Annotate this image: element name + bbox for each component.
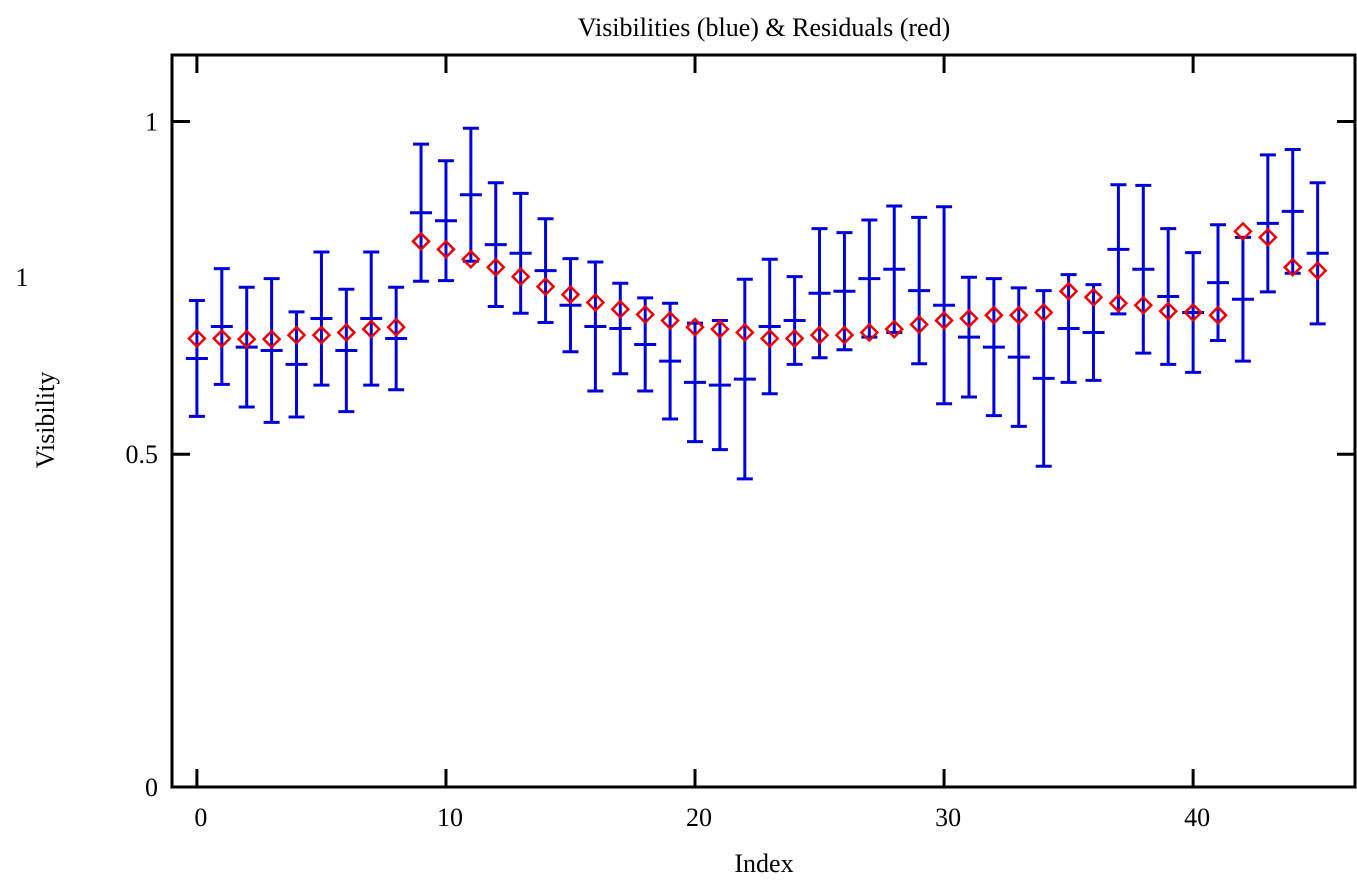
model-marker xyxy=(187,328,207,349)
model-marker xyxy=(859,322,880,343)
model-marker xyxy=(461,249,481,270)
y-axis-label-extra: 1 xyxy=(16,263,29,292)
model-marker xyxy=(1183,302,1203,323)
model-marker xyxy=(585,292,606,313)
model-marker xyxy=(610,299,631,319)
plot-frame xyxy=(170,53,1357,789)
model-marker xyxy=(660,310,680,331)
y-tick-label: 1 xyxy=(145,108,158,137)
model-marker xyxy=(336,322,357,343)
y-tick-label: 0 xyxy=(145,773,158,802)
model-marker xyxy=(361,319,382,339)
model-marker xyxy=(486,257,506,278)
model-marker xyxy=(759,328,780,349)
x-axis-label: Index xyxy=(734,849,793,878)
model-marker xyxy=(1307,260,1328,281)
model-marker xyxy=(261,329,282,349)
model-marker xyxy=(784,328,805,349)
model-marker xyxy=(909,314,929,335)
model-marker xyxy=(1083,287,1104,307)
model-marker xyxy=(809,325,830,345)
model-marker xyxy=(1258,227,1278,248)
model-marker xyxy=(212,328,232,349)
model-marker xyxy=(834,325,855,345)
model-marker xyxy=(535,276,556,297)
x-tick-label: 20 xyxy=(686,803,712,832)
model-marker xyxy=(710,319,730,339)
model-marker xyxy=(1133,295,1154,315)
model-marker xyxy=(236,329,257,349)
x-tick-label: 40 xyxy=(1184,803,1210,832)
model-marker xyxy=(560,284,581,305)
model-marker xyxy=(1282,257,1303,278)
model-marker xyxy=(1058,281,1079,302)
model-marker xyxy=(959,308,979,329)
model-marker xyxy=(685,317,705,337)
model-marker xyxy=(934,310,954,331)
x-tick-label: 10 xyxy=(437,803,463,832)
model-marker xyxy=(510,266,531,287)
x-tick-label: 0 xyxy=(194,803,207,832)
model-marker xyxy=(884,319,905,339)
chart-title: Visibilities (blue) & Residuals (red) xyxy=(578,13,950,42)
model-marker xyxy=(1009,305,1029,325)
model-marker xyxy=(984,305,1004,325)
model-marker xyxy=(1158,301,1178,321)
model-marker xyxy=(635,304,655,325)
model-marker xyxy=(1033,302,1054,323)
model-marker xyxy=(1233,221,1253,242)
model-marker xyxy=(411,231,431,252)
x-tick-label: 30 xyxy=(935,803,961,832)
y-tick-label: 0.5 xyxy=(126,440,159,469)
model-marker xyxy=(436,239,456,260)
model-marker xyxy=(286,325,307,345)
model-marker xyxy=(1108,293,1129,313)
model-marker xyxy=(735,322,755,343)
y-axis-label: Visibility xyxy=(31,372,60,469)
model-marker xyxy=(311,325,332,345)
model-marker xyxy=(386,317,406,337)
model-marker xyxy=(1208,305,1228,325)
